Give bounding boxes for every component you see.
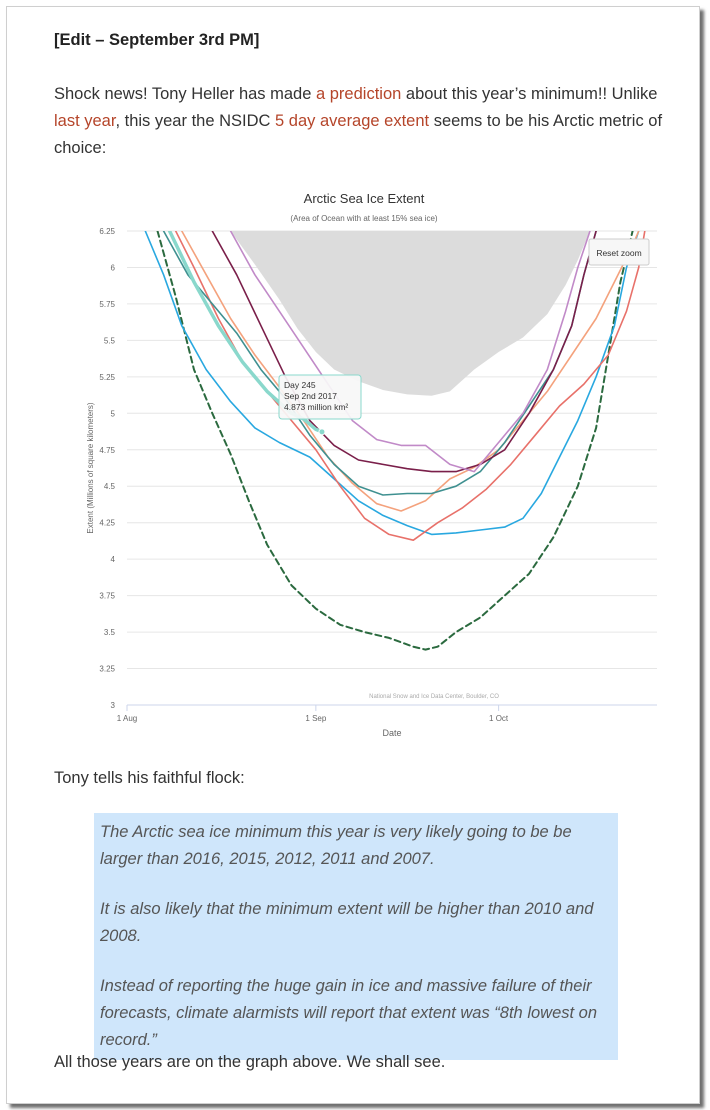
flock-paragraph: Tony tells his faithful flock: bbox=[54, 769, 245, 787]
chart-subtitle: (Area of Ocean with at least 15% sea ice… bbox=[290, 214, 438, 223]
reset-zoom-button[interactable] bbox=[588, 238, 650, 266]
intro-text-2: about this year’s minimum!! Unlike bbox=[401, 85, 658, 103]
x-tick-label: 1 Oct bbox=[489, 714, 509, 723]
closing-paragraph: All those years are on the graph above. … bbox=[54, 1053, 446, 1071]
blog-post-card: [Edit – September 3rd PM] Shock news! To… bbox=[6, 6, 700, 1104]
series-line bbox=[229, 231, 591, 473]
y-axis-title: Extent (Millions of square kilometers) bbox=[86, 402, 95, 533]
prediction-link[interactable]: a prediction bbox=[316, 85, 402, 103]
series-line bbox=[211, 231, 597, 473]
y-tick-label: 5 bbox=[111, 409, 116, 418]
tooltip-value: 4.873 million km² bbox=[284, 402, 348, 412]
tooltip-box bbox=[278, 374, 362, 420]
arctic-sea-ice-chart: Arctic Sea Ice Extent (Area of Ocean with… bbox=[77, 183, 657, 743]
edit-heading: [Edit – September 3rd PM] bbox=[54, 31, 260, 49]
five-day-extent-link[interactable]: 5 day average extent bbox=[275, 112, 430, 130]
intro-paragraph: Shock news! Tony Heller has made a predi… bbox=[54, 81, 664, 162]
y-tick-label: 5.25 bbox=[99, 373, 115, 382]
chart-credit: National Snow and Ice Data Center, Bould… bbox=[369, 694, 499, 700]
chart-title: Arctic Sea Ice Extent bbox=[304, 191, 425, 206]
reset-zoom-label[interactable]: Reset zoom bbox=[596, 248, 641, 258]
tooltip-day: Day 245 bbox=[284, 380, 316, 390]
y-tick-label: 3.5 bbox=[104, 628, 116, 637]
blockquote: The Arctic sea ice minimum this year is … bbox=[94, 813, 618, 1060]
y-tick-label: 4.25 bbox=[99, 519, 115, 528]
intro-text-4: seems to be his Arctic metric of choice: bbox=[54, 112, 663, 157]
quote-paragraph-2: It is also likely that the minimum exten… bbox=[100, 900, 594, 945]
series-line bbox=[167, 231, 324, 434]
x-axis-title: Date bbox=[382, 728, 401, 738]
historical-range-band bbox=[230, 231, 590, 396]
y-tick-label: 5.75 bbox=[99, 300, 115, 309]
y-tick-label: 4.5 bbox=[104, 482, 116, 491]
series-line bbox=[181, 231, 640, 512]
intro-text-3: , this year the NSIDC bbox=[115, 112, 276, 130]
y-tick-label: 6.25 bbox=[99, 227, 115, 236]
series-line bbox=[144, 231, 640, 536]
y-tick-label: 3 bbox=[111, 701, 116, 710]
quote-paragraph-1: The Arctic sea ice minimum this year is … bbox=[100, 823, 572, 868]
tooltip-date: Sep 2nd 2017 bbox=[284, 391, 337, 401]
intro-text-1: Shock news! Tony Heller has made bbox=[54, 85, 316, 103]
y-tick-label: 3.75 bbox=[99, 592, 115, 601]
y-tick-label: 4 bbox=[111, 555, 116, 564]
y-tick-label: 4.75 bbox=[99, 446, 115, 455]
series-line bbox=[156, 231, 634, 651]
y-tick-label: 3.25 bbox=[99, 665, 115, 674]
tooltip-point bbox=[318, 428, 326, 436]
chart-svg: Arctic Sea Ice Extent (Area of Ocean with… bbox=[86, 191, 657, 738]
y-tick-label: 5.5 bbox=[104, 336, 116, 345]
y-tick-label: 6 bbox=[111, 263, 116, 272]
x-tick-label: 1 Sep bbox=[305, 714, 326, 723]
quote-paragraph-3: Instead of reporting the huge gain in ic… bbox=[100, 977, 598, 1049]
x-tick-label: 1 Aug bbox=[117, 714, 137, 723]
last-year-link[interactable]: last year bbox=[54, 112, 116, 130]
